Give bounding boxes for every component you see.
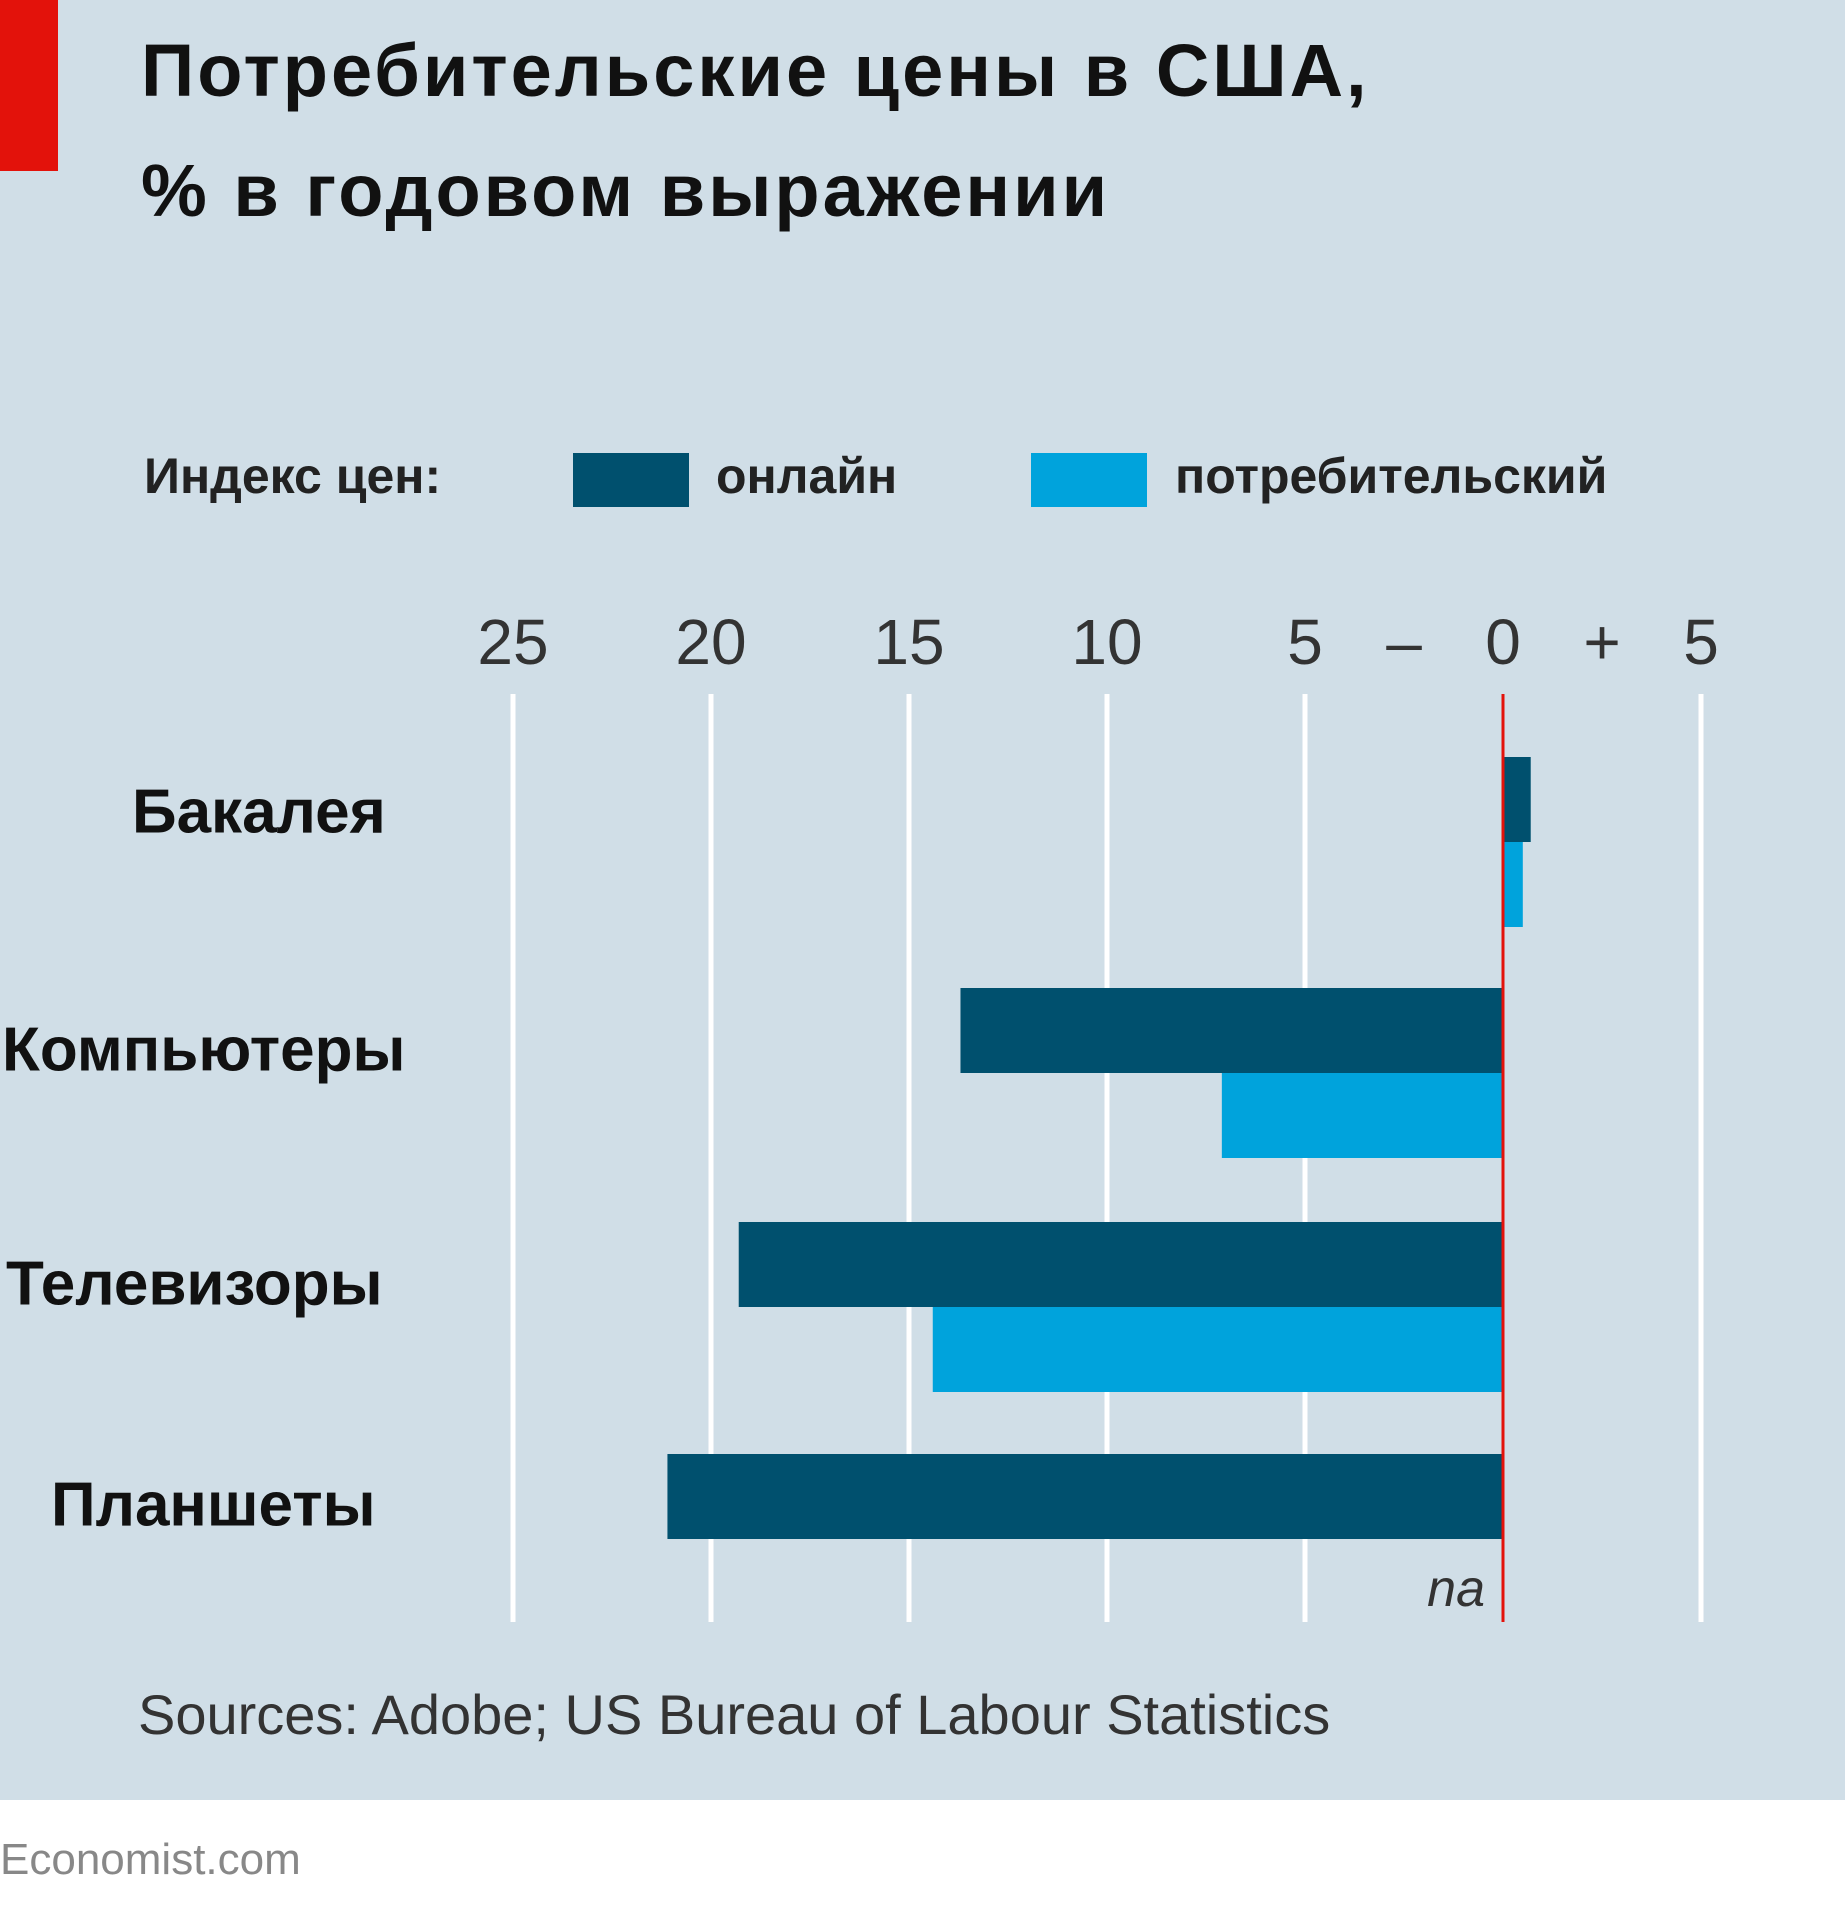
bar-cpi (1221, 1073, 1503, 1158)
brand-red-tag (0, 0, 58, 171)
bar-online (667, 1454, 1503, 1539)
tick-label: 20 (675, 606, 746, 678)
tick-label: 10 (1071, 606, 1142, 678)
tick-label: 5 (1683, 606, 1719, 678)
legend-swatch-cpi (1031, 453, 1147, 507)
bar-chart: 25 20 15 10 5–0 +5na (477, 606, 1719, 1622)
chart-title-line2: % в годовом выражении (141, 149, 1111, 232)
bar-online (738, 1222, 1503, 1307)
bar-cpi (1503, 842, 1523, 927)
chart-title-line1: Потребительские цены в США, (141, 29, 1370, 112)
bar-online (1503, 757, 1531, 842)
legend-item-online: онлайн (716, 448, 898, 504)
footer-brand: Economist.com (0, 1835, 301, 1884)
legend-label: Индекс цен: (144, 448, 442, 504)
tick-label: 0 (1485, 606, 1521, 678)
category-label: Телевизоры (6, 1249, 383, 1319)
tick-label: – (1386, 606, 1422, 678)
na-annotation: na (1427, 1560, 1485, 1618)
tick-label: 5 (1287, 606, 1323, 678)
bar-cpi (932, 1307, 1503, 1392)
category-label: Компьютеры (2, 1015, 406, 1085)
legend-swatch-online (573, 453, 689, 507)
legend-item-cpi: потребительский (1175, 448, 1608, 504)
category-label: Бакалея (132, 777, 386, 847)
bar-online (960, 988, 1503, 1073)
tick-label: 25 (477, 606, 548, 678)
source-note: Sources: Adobe; US Bureau of Labour Stat… (138, 1683, 1331, 1746)
tick-label: + (1583, 606, 1620, 678)
tick-label: 15 (873, 606, 944, 678)
category-label: Планшеты (51, 1470, 376, 1540)
